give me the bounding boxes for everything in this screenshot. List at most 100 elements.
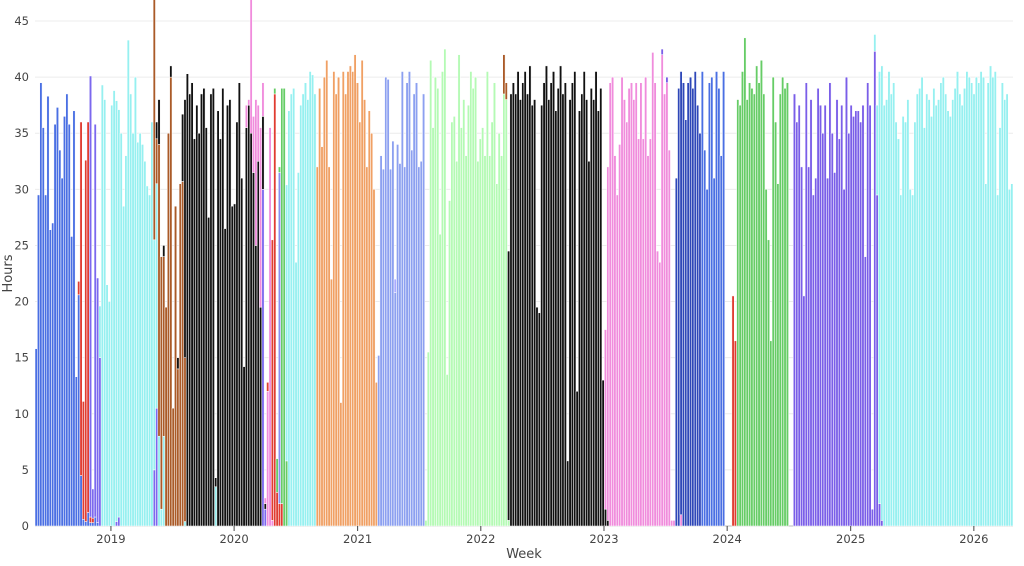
bar-segment — [393, 292, 397, 527]
bar-segment — [65, 93, 69, 527]
bar-segment — [105, 284, 109, 527]
bar-segment — [887, 71, 891, 527]
bar-segment — [98, 357, 102, 527]
bar-segment — [221, 88, 225, 527]
bar-segment — [273, 93, 277, 527]
y-tick-label: 20 — [14, 295, 29, 309]
bar-segment — [648, 138, 652, 527]
bar-segment — [315, 166, 319, 527]
bar-segment — [856, 110, 860, 527]
bar-segment — [585, 99, 589, 527]
bar-segment — [77, 281, 81, 296]
bar-segment — [344, 93, 348, 527]
bar-segment — [911, 194, 915, 527]
bar-segment — [882, 104, 886, 527]
bar-segment — [200, 93, 203, 527]
bar-segment — [561, 93, 565, 527]
bar-segment — [571, 82, 574, 527]
bar-segment — [783, 88, 787, 527]
bar-segment — [708, 82, 711, 527]
bar-segment — [684, 119, 688, 527]
bar-segment — [51, 222, 55, 527]
bar-segment — [37, 194, 40, 527]
bar-segment — [405, 82, 409, 527]
bar-segment — [665, 76, 669, 83]
bar-segment — [103, 99, 107, 527]
bar-segment — [814, 177, 818, 527]
bar-segment — [91, 522, 95, 527]
bar-segment — [937, 99, 941, 527]
bar-segment — [816, 88, 820, 527]
bar-segment — [811, 194, 815, 527]
bar-segment — [219, 138, 222, 527]
bar-segment — [226, 104, 229, 527]
bar-segment — [115, 521, 118, 527]
bar-segment — [953, 88, 957, 527]
y-tick-label: 5 — [22, 463, 29, 477]
bar-segment — [641, 138, 645, 527]
bar-segment — [223, 228, 227, 527]
bar-segment — [86, 512, 90, 527]
bar-segment — [674, 177, 678, 527]
bar-segment — [755, 65, 759, 527]
bar-segment — [259, 127, 263, 308]
y-axis-title: Hours — [1, 254, 16, 292]
bar-segment — [214, 486, 218, 527]
bar-segment — [410, 149, 414, 527]
bar-segment — [686, 82, 690, 527]
bar-segment — [459, 127, 463, 527]
bar-segment — [185, 73, 189, 527]
bar-segment — [164, 306, 168, 527]
bar-segment — [41, 127, 45, 527]
bar-segment — [594, 71, 598, 527]
bar-segment — [620, 76, 624, 527]
bar-segment — [391, 140, 395, 527]
bar-segment — [535, 306, 539, 527]
bar-segment — [79, 121, 83, 476]
bar-segment — [141, 144, 144, 527]
bar-segment — [384, 76, 388, 527]
bar-segment — [606, 166, 610, 521]
bar-segment — [703, 149, 707, 527]
bar-segment — [204, 127, 208, 527]
bar-segment — [372, 189, 376, 527]
bar-segment — [53, 123, 57, 527]
bar-segment — [145, 185, 149, 527]
bar-segment — [485, 71, 489, 527]
bar-segment — [1003, 99, 1007, 527]
bar-segment — [433, 76, 437, 527]
bar-segment — [845, 76, 848, 527]
x-tick-label: 2021 — [343, 532, 372, 546]
bar-segment — [136, 141, 140, 527]
bar-segment — [393, 278, 397, 293]
bar-segment — [367, 110, 371, 527]
bar-segment — [774, 121, 778, 527]
bar-segment — [77, 294, 81, 527]
bar-segment — [214, 477, 218, 487]
bar-segment — [493, 82, 496, 527]
bar-segment — [580, 93, 584, 527]
bar-segment — [547, 99, 551, 527]
bar-segment — [261, 82, 265, 117]
bar-segment — [717, 88, 721, 527]
bar-segment — [504, 82, 508, 100]
bar-segment — [852, 116, 855, 527]
bar-segment — [162, 435, 166, 527]
bar-segment — [835, 99, 839, 527]
bar-segment — [426, 351, 430, 527]
bar-segment — [89, 516, 92, 523]
bar-segment — [155, 138, 159, 184]
bar-segment — [282, 88, 286, 527]
bar-segment — [280, 88, 284, 504]
bar-segment — [403, 166, 407, 527]
bar-segment — [382, 168, 385, 527]
bar-segment — [625, 121, 629, 527]
bar-segment — [365, 166, 369, 527]
bar-segment — [948, 116, 952, 527]
bar-segment — [828, 82, 832, 527]
bar-segment — [171, 407, 175, 527]
bar-segment — [228, 99, 232, 527]
bar-segment — [386, 79, 390, 527]
bar-segment — [734, 340, 737, 527]
bar-segment — [918, 88, 922, 527]
